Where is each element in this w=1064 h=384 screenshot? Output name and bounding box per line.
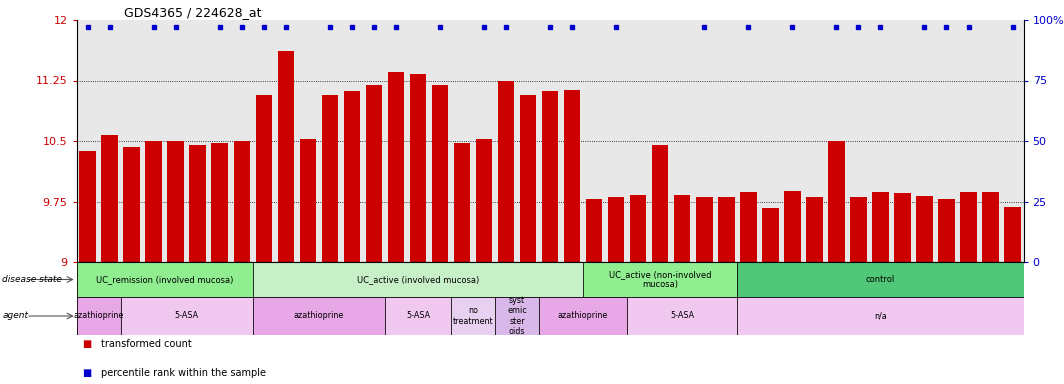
Text: UC_remission (involved mucosa): UC_remission (involved mucosa) bbox=[96, 275, 233, 284]
Text: 5-ASA: 5-ASA bbox=[670, 311, 695, 321]
Bar bbox=[387, 73, 404, 262]
Bar bbox=[344, 91, 360, 262]
Bar bbox=[410, 74, 427, 262]
Text: ■: ■ bbox=[82, 339, 92, 349]
Bar bbox=[718, 197, 734, 262]
Bar bbox=[476, 139, 493, 262]
Text: control: control bbox=[866, 275, 895, 284]
Text: disease state: disease state bbox=[2, 275, 62, 284]
Bar bbox=[212, 143, 228, 262]
Text: GDS4365 / 224628_at: GDS4365 / 224628_at bbox=[123, 6, 262, 19]
Bar bbox=[696, 197, 713, 262]
Bar bbox=[453, 143, 470, 262]
Bar bbox=[938, 199, 954, 262]
Text: 5-ASA: 5-ASA bbox=[405, 311, 430, 321]
Bar bbox=[189, 145, 206, 262]
Bar bbox=[432, 84, 448, 262]
Text: UC_active (non-involved
mucosa): UC_active (non-involved mucosa) bbox=[609, 270, 712, 289]
Bar bbox=[784, 191, 800, 262]
Text: percentile rank within the sample: percentile rank within the sample bbox=[101, 367, 266, 377]
Bar bbox=[916, 196, 933, 262]
Bar bbox=[253, 262, 583, 297]
Bar bbox=[233, 141, 250, 262]
Bar bbox=[255, 95, 272, 262]
Text: azathioprine: azathioprine bbox=[294, 311, 344, 321]
Bar bbox=[123, 147, 140, 262]
Bar bbox=[586, 199, 602, 262]
Bar bbox=[652, 145, 668, 262]
Text: azathioprine: azathioprine bbox=[558, 311, 609, 321]
Bar bbox=[385, 297, 451, 335]
Bar bbox=[321, 95, 338, 262]
Bar bbox=[300, 139, 316, 262]
Bar bbox=[451, 297, 495, 335]
Bar bbox=[674, 195, 691, 262]
Bar bbox=[850, 197, 867, 262]
Bar bbox=[80, 151, 96, 262]
Bar bbox=[872, 192, 888, 262]
Bar bbox=[583, 262, 737, 297]
Bar bbox=[539, 297, 627, 335]
Bar bbox=[737, 262, 1024, 297]
Bar bbox=[627, 297, 737, 335]
Text: ■: ■ bbox=[82, 367, 92, 377]
Bar bbox=[737, 297, 1024, 335]
Bar bbox=[146, 141, 162, 262]
Bar bbox=[366, 84, 382, 262]
Bar bbox=[741, 192, 757, 262]
Bar bbox=[253, 297, 385, 335]
Bar bbox=[564, 90, 580, 262]
Bar bbox=[762, 208, 779, 262]
Bar bbox=[520, 95, 536, 262]
Text: transformed count: transformed count bbox=[101, 339, 192, 349]
Text: agent: agent bbox=[2, 311, 28, 321]
Bar bbox=[495, 297, 539, 335]
Bar bbox=[608, 197, 625, 262]
Bar bbox=[77, 262, 253, 297]
Bar bbox=[828, 141, 845, 262]
Bar bbox=[278, 51, 294, 262]
Text: n/a: n/a bbox=[874, 311, 886, 321]
Bar bbox=[982, 192, 999, 262]
Bar bbox=[101, 135, 118, 262]
Text: UC_active (involved mucosa): UC_active (involved mucosa) bbox=[356, 275, 479, 284]
Bar bbox=[630, 195, 647, 262]
Bar bbox=[542, 91, 559, 262]
Bar bbox=[807, 197, 822, 262]
Text: no
treatment: no treatment bbox=[452, 306, 494, 326]
Text: 5-ASA: 5-ASA bbox=[174, 311, 199, 321]
Bar bbox=[498, 81, 514, 262]
Text: azathioprine: azathioprine bbox=[73, 311, 123, 321]
Bar bbox=[167, 141, 184, 262]
Bar bbox=[1004, 207, 1020, 262]
Bar bbox=[77, 297, 120, 335]
Text: syst
emic
ster
oids: syst emic ster oids bbox=[508, 296, 527, 336]
Bar bbox=[120, 297, 253, 335]
Bar bbox=[960, 192, 977, 262]
Bar bbox=[894, 194, 911, 262]
